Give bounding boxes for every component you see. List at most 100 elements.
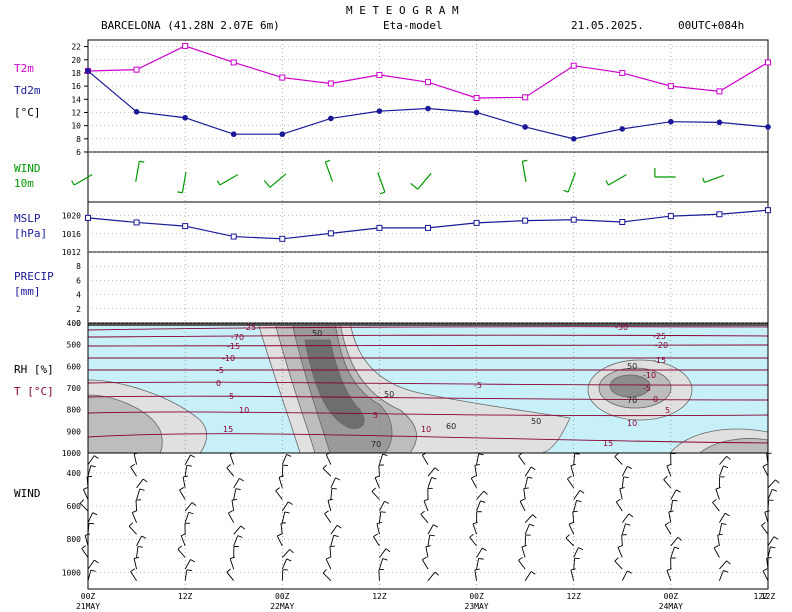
t-label-m5-mid: -5: [474, 381, 482, 390]
precip-tick-label: 8: [76, 262, 81, 271]
mslp-point: [716, 211, 723, 218]
wind-profile-barb: [573, 453, 576, 465]
wind-profile-barb-flag: [226, 568, 231, 573]
wind-profile-barb: [420, 514, 429, 523]
wind-profile-barb-flag: [376, 521, 382, 524]
x-date-label: 21MAY: [76, 602, 100, 611]
wind-profile-barb-flag: [385, 548, 391, 553]
wind-profile-barb-flag: [565, 534, 570, 539]
wind-profile-barb: [87, 465, 92, 477]
td2m-point: [376, 108, 383, 114]
wind10-height-label: 10m: [14, 177, 34, 190]
wind-profile-barb: [281, 558, 287, 570]
wind-profile-barb: [182, 476, 186, 488]
wind-profile-barb: [325, 454, 332, 465]
rh-t-contour-labels: -25 -70 -15 -10 -5 0 5 10 15 -30 -25 -20…: [216, 323, 670, 449]
rh-label-70: 70: [371, 440, 381, 449]
wind-profile-barb: [619, 488, 623, 500]
wind10-barb: [219, 174, 239, 186]
wind-profile-barb: [427, 477, 433, 488]
wind-profile-barb: [281, 501, 289, 512]
wind-profile-barb-flag: [472, 521, 478, 525]
wind-profile-barb-flag: [422, 452, 427, 456]
wind-profile-barb-flag: [628, 513, 634, 518]
wind-profile-barb-flag: [723, 570, 729, 573]
t2m-point: [522, 94, 529, 101]
wind-profile-barb-flag: [137, 546, 143, 548]
temp-tick-label: 22: [71, 43, 81, 52]
td2m-point: [668, 118, 674, 125]
wind-profile-barb: [427, 524, 434, 535]
wind-profile-barb-flag: [723, 465, 729, 469]
wind-profile-barb: [322, 468, 332, 477]
wind-profile-barb: [86, 476, 89, 488]
wind-profile-barb: [327, 500, 332, 512]
td2m-point: [716, 119, 723, 126]
wind-profile-barb: [133, 558, 138, 570]
wind-profile-barb-flag: [322, 464, 327, 469]
wind-profile-barb: [573, 547, 579, 558]
wind-profile-barb: [767, 489, 773, 500]
wind-profile-barb: [670, 500, 674, 512]
wind-profile-barb: [421, 559, 429, 570]
temp-tick-label: 14: [71, 95, 81, 104]
wind-profile-barb-flag: [712, 499, 717, 503]
wind10-barb: [135, 161, 140, 182]
wind-profile-barb-flag: [672, 499, 678, 502]
wind-profile-barb-flag: [478, 453, 484, 456]
wind-profile-barb: [184, 559, 191, 570]
t-contour: [88, 395, 768, 401]
t-label-10-right: 10: [627, 419, 637, 428]
t2m-line: [87, 45, 769, 99]
wind-profile-barb: [373, 536, 380, 547]
wind-profile-barb-flag: [277, 533, 282, 537]
wind-profile-barb-flag: [280, 522, 286, 524]
t-label: T [°C]: [14, 385, 54, 398]
wind-profile-barb: [378, 511, 382, 523]
x-tick-label: 00Z: [469, 592, 484, 601]
wind-profile-barb: [330, 477, 336, 489]
wind-profile-barb: [519, 501, 526, 512]
wind-profile-barb-flag: [474, 568, 480, 571]
mslp-point: [133, 219, 140, 226]
wind-profile-barb: [573, 490, 581, 500]
wind-profile-barb: [281, 549, 291, 558]
wind-profile-barb: [767, 479, 776, 489]
wind-profile-barb-flag: [380, 511, 386, 513]
wind-profile-barb-flag: [721, 523, 727, 525]
wind-profile-barb: [280, 523, 283, 535]
t-contour: [88, 411, 768, 417]
wind-profile-barb-flag: [90, 569, 96, 572]
wind-profile-barb: [281, 569, 284, 581]
wind-profile-barb-flag: [568, 521, 574, 525]
wind10-barb-flag: [702, 177, 705, 183]
rh-cell-inner: [609, 374, 651, 398]
wind-profile-barb: [136, 535, 142, 547]
wind-profile-barb-flag: [614, 452, 619, 457]
temp-tick-label: 8: [76, 135, 81, 144]
td2m-point: [765, 124, 771, 130]
wind-profile-barb-flag: [371, 487, 376, 492]
wind10-barb: [417, 172, 432, 190]
wind-profile-barb: [617, 547, 623, 558]
wind-profile-barb: [281, 465, 284, 477]
wind-profile-barb: [524, 466, 532, 477]
wind-profile-barb: [474, 569, 478, 581]
wind-profile-barb: [87, 559, 95, 570]
mslp-point: [85, 214, 91, 221]
wind-profile-barb-flag: [94, 455, 99, 459]
wind-profile-barb: [761, 525, 769, 535]
wind-profile-barb-flag: [182, 475, 189, 478]
precip-tick-label: 4: [76, 291, 81, 300]
rh-tick-label: 600: [67, 362, 82, 371]
wind-profile-barb: [330, 488, 333, 500]
wind-profile-barb: [523, 488, 526, 500]
t2m-point: [765, 59, 771, 66]
panel-frame-wind: [87, 452, 769, 590]
wind-profile-barb: [766, 558, 769, 570]
wind-profile-barb-flag: [240, 525, 245, 530]
wind-profile-barb: [570, 569, 575, 581]
mslp-tick-label: 1020: [62, 212, 81, 221]
wind-profile-barb-flag: [237, 535, 243, 538]
wind-profile-barb-flag: [90, 465, 96, 468]
